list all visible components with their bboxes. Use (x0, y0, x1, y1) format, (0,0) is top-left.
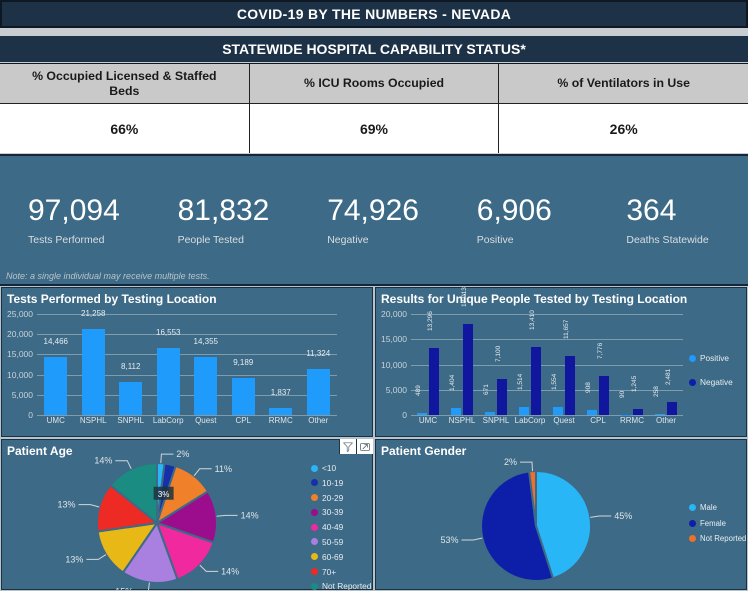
svg-text:13%: 13% (65, 554, 83, 564)
svg-text:15%: 15% (115, 586, 133, 591)
svg-text:53%: 53% (441, 535, 459, 545)
svg-text:2%: 2% (504, 457, 517, 467)
svg-text:13%: 13% (57, 500, 75, 510)
svg-text:3%: 3% (158, 490, 170, 499)
svg-text:14%: 14% (241, 510, 259, 520)
svg-text:14%: 14% (94, 456, 112, 466)
svg-text:2%: 2% (176, 449, 189, 459)
svg-text:45%: 45% (614, 511, 632, 521)
svg-text:11%: 11% (215, 464, 232, 474)
svg-text:14%: 14% (221, 566, 239, 576)
